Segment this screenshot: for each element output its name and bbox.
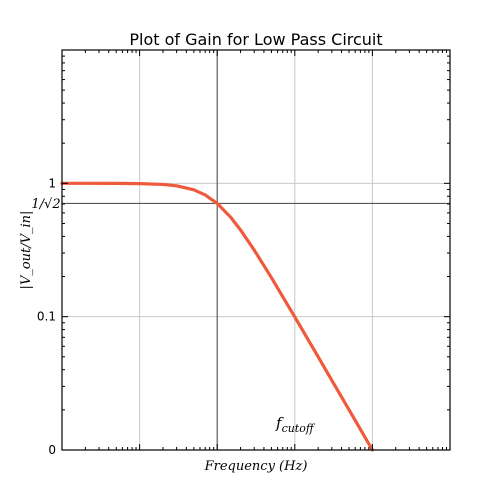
x-axis-label: Frequency (Hz) [204,459,308,474]
y-tick-label: 0 [48,443,56,457]
cutoff-label-main: f [275,414,284,432]
cutoff-label-sub: cutoff [282,422,316,435]
y-tick-label: 0.1 [37,310,56,324]
y-tick-label: 1 [48,176,56,190]
plot-frame [61,49,451,451]
y-tick-labels: 10.10 [37,176,56,457]
y-axis-label: |V_out/V_in| [19,211,34,290]
cutoff-reference-lines [62,50,450,450]
gain-cutoff-label-text: 1/√2 [31,197,60,212]
gain-series [60,181,374,452]
gain-curve [60,181,374,452]
gain-cutoff-label: 1/√2 [31,197,60,212]
chart-title: Plot of Gain for Low Pass Circuit [129,30,382,49]
cutoff-label: fcutoff [275,414,316,435]
